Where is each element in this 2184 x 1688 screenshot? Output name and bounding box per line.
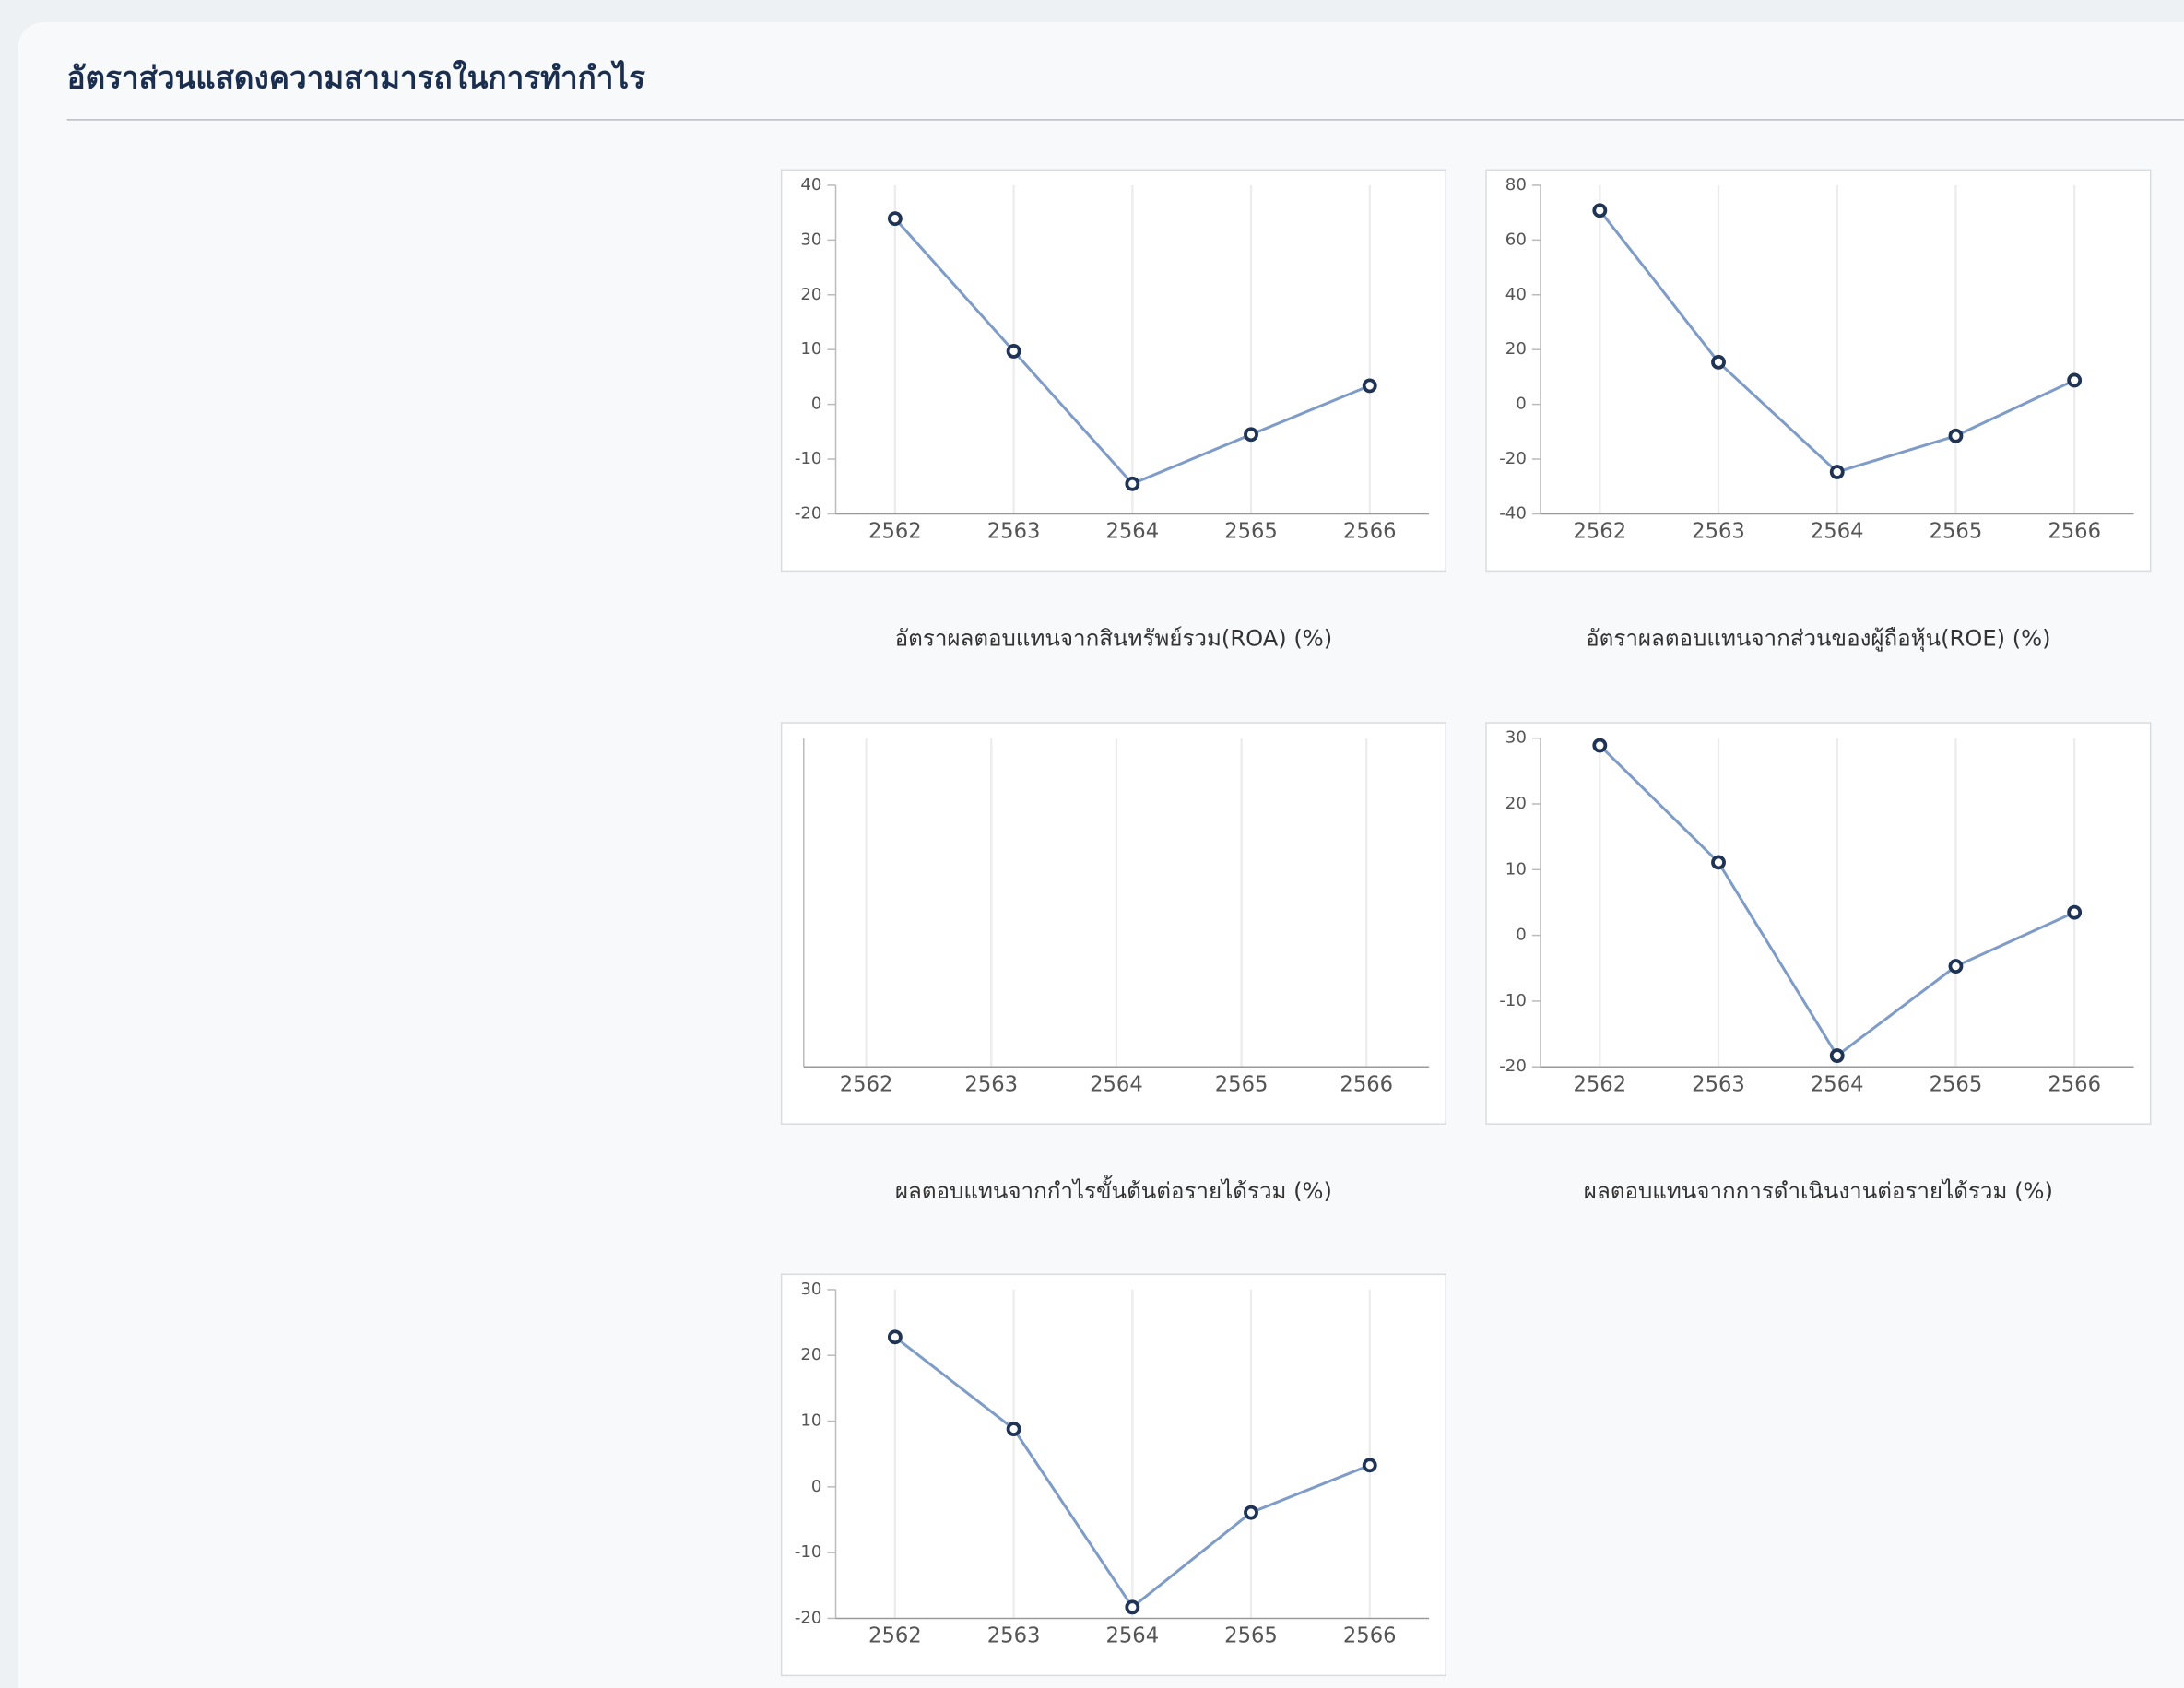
y-tick-label: 0 bbox=[811, 1477, 822, 1496]
y-tick-label: 40 bbox=[800, 175, 821, 195]
point bbox=[887, 1329, 903, 1345]
y-tick-label: 40 bbox=[1505, 285, 1527, 304]
x-tick-label: 2566 bbox=[1343, 520, 1397, 544]
chart-frame bbox=[1485, 722, 2152, 1125]
chart-frame bbox=[1485, 169, 2152, 573]
chart-frame bbox=[780, 169, 1446, 573]
point bbox=[1829, 1048, 1845, 1064]
point bbox=[2067, 372, 2083, 388]
x-tick-label: 2562 bbox=[840, 1072, 893, 1096]
x-tick-label: 2565 bbox=[1930, 1072, 1983, 1096]
point bbox=[1006, 1422, 1021, 1437]
y-tick-label: 20 bbox=[800, 1345, 821, 1364]
x-tick-label: 2563 bbox=[1692, 520, 1745, 544]
point bbox=[1711, 354, 1726, 370]
x-tick-label: 2564 bbox=[1105, 1624, 1159, 1648]
y-tick-label: -10 bbox=[795, 1542, 822, 1562]
y-tick-label: 20 bbox=[1505, 339, 1527, 359]
x-tick-label: 2563 bbox=[987, 520, 1041, 544]
x-tick-label: 2565 bbox=[1224, 520, 1278, 544]
x-tick-label: 2562 bbox=[868, 520, 922, 544]
chart-title: ผลตอบแทนจากการดำเนินงานต่อรายได้รวม (%) bbox=[1584, 1178, 2053, 1204]
x-tick-label: 2562 bbox=[1573, 1072, 1626, 1096]
y-tick-label: 10 bbox=[800, 339, 821, 359]
point bbox=[2067, 904, 2083, 920]
x-tick-label: 2564 bbox=[1105, 520, 1159, 544]
y-tick-label: 10 bbox=[800, 1411, 821, 1431]
point bbox=[1948, 428, 1964, 443]
y-tick-label: -40 bbox=[1499, 503, 1527, 523]
y-tick-label: 10 bbox=[1505, 859, 1527, 879]
chart-title: อัตราผลตอบแทนจากส่วนของผู้ถือหุ้น(ROE) (… bbox=[1586, 625, 2050, 652]
point bbox=[1592, 738, 1608, 753]
y-tick-label: 20 bbox=[800, 285, 821, 304]
y-tick-label: -20 bbox=[1499, 1056, 1527, 1076]
x-tick-label: 2565 bbox=[1224, 1624, 1278, 1648]
point bbox=[1006, 344, 1021, 359]
section-title: อัตราส่วนแสดงความสามารถในการทำกำไร bbox=[67, 60, 646, 96]
y-tick-label: 60 bbox=[1505, 230, 1527, 249]
y-tick-label: 20 bbox=[1505, 794, 1527, 813]
point bbox=[1244, 427, 1258, 443]
x-tick-label: 2563 bbox=[1692, 1072, 1745, 1096]
y-tick-label: 80 bbox=[1505, 175, 1527, 195]
point bbox=[1125, 476, 1140, 491]
x-tick-label: 2566 bbox=[2048, 520, 2101, 544]
x-tick-label: 2564 bbox=[1811, 1072, 1864, 1096]
x-tick-label: 2563 bbox=[987, 1624, 1041, 1648]
point bbox=[1362, 1458, 1377, 1473]
x-tick-label: 2566 bbox=[1340, 1072, 1393, 1096]
x-tick-label: 2566 bbox=[1343, 1624, 1397, 1648]
point bbox=[1244, 1505, 1258, 1520]
y-tick-label: -20 bbox=[1499, 449, 1527, 468]
y-tick-label: 30 bbox=[800, 230, 821, 249]
y-tick-label: -10 bbox=[795, 449, 822, 468]
y-tick-label: -20 bbox=[795, 503, 822, 523]
y-tick-label: 30 bbox=[1505, 728, 1527, 748]
chart-frame bbox=[780, 722, 1446, 1125]
y-tick-label: 0 bbox=[1516, 926, 1527, 945]
point bbox=[1362, 378, 1377, 394]
y-tick-label: -10 bbox=[1499, 991, 1527, 1010]
x-tick-label: 2562 bbox=[868, 1624, 922, 1648]
point bbox=[1125, 1599, 1140, 1615]
point bbox=[1829, 465, 1845, 479]
x-tick-label: 2565 bbox=[1930, 520, 1983, 544]
chart-title: ผลตอบแทนจากกำไรขั้นต้นต่อรายได้รวม (%) bbox=[895, 1175, 1332, 1204]
x-tick-label: 2566 bbox=[2048, 1072, 2101, 1096]
x-tick-label: 2564 bbox=[1090, 1072, 1143, 1096]
x-tick-label: 2565 bbox=[1215, 1072, 1269, 1096]
point bbox=[887, 211, 903, 227]
point bbox=[1592, 203, 1608, 218]
point bbox=[1711, 855, 1726, 870]
chart-title: อัตราผลตอบแทนจากสินทรัพย์รวม(ROA) (%) bbox=[895, 625, 1332, 651]
y-tick-label: 0 bbox=[811, 395, 822, 414]
y-tick-label: -20 bbox=[795, 1608, 822, 1627]
x-tick-label: 2564 bbox=[1811, 520, 1864, 544]
y-tick-label: 0 bbox=[1516, 395, 1527, 414]
x-tick-label: 2563 bbox=[964, 1072, 1018, 1096]
y-tick-label: 30 bbox=[800, 1280, 821, 1299]
x-tick-label: 2562 bbox=[1573, 520, 1626, 544]
point bbox=[1948, 959, 1964, 974]
